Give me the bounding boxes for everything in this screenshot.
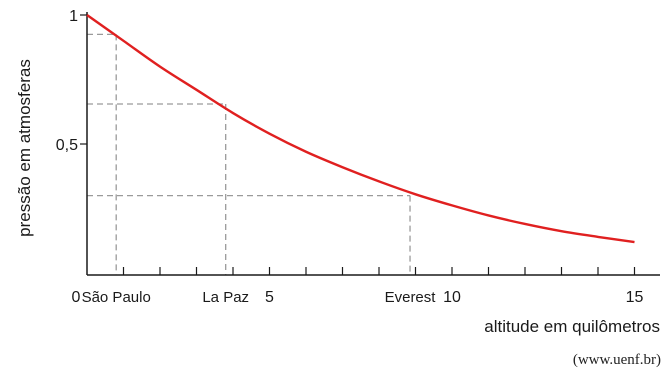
x-tick-label: 5 — [265, 289, 274, 306]
y-axis-title: pressão em atmosferas — [15, 59, 34, 237]
pressure-curve — [86, 14, 635, 244]
annotation-label: Everest — [385, 289, 437, 306]
annotation-label: São Paulo — [82, 289, 151, 306]
y-tick-label: 1 — [69, 8, 78, 25]
x-tick-label: 0 — [72, 289, 81, 306]
y-tick-label: 0,5 — [56, 137, 78, 154]
x-axis-title: altitude em quilômetros — [484, 317, 660, 336]
source-credit: (www.uenf.br) — [572, 352, 661, 368]
annotation-label: La Paz — [202, 289, 249, 306]
x-tick-label: 15 — [626, 289, 644, 306]
x-tick-label: 10 — [443, 289, 461, 306]
